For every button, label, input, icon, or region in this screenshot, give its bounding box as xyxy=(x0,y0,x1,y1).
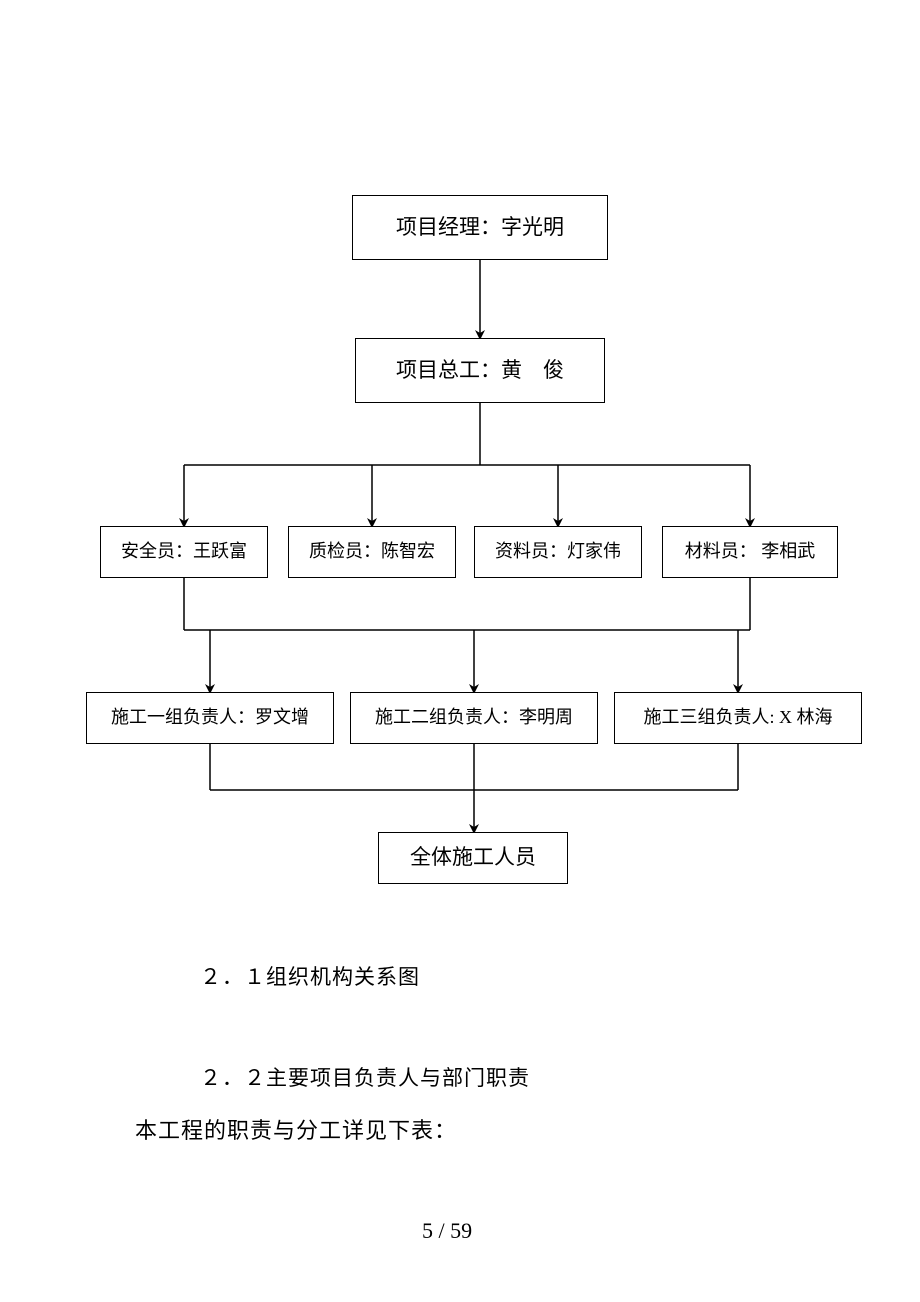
node-safety-officer: 安全员：王跃富 xyxy=(100,526,268,578)
page-number: 5 / 59 xyxy=(422,1218,472,1244)
node-label: 材料员： 李相武 xyxy=(685,540,816,563)
node-label: 质检员：陈智宏 xyxy=(309,540,435,563)
org-chart: 项目经理：字光明 项目总工：黄 俊 安全员：王跃富 质检员：陈智宏 资料员：灯家… xyxy=(0,0,920,1302)
node-label: 施工三组负责人: X 林海 xyxy=(644,706,833,729)
node-label: 安全员：王跃富 xyxy=(121,540,247,563)
node-material-officer: 材料员： 李相武 xyxy=(662,526,838,578)
node-team2-lead: 施工二组负责人：李明周 xyxy=(350,692,598,744)
node-doc-officer: 资料员：灯家伟 xyxy=(474,526,642,578)
node-label: 施工二组负责人：李明周 xyxy=(375,706,573,729)
node-label: 资料员：灯家伟 xyxy=(495,540,621,563)
node-all-workers: 全体施工人员 xyxy=(378,832,568,884)
node-label: 项目总工：黄 俊 xyxy=(396,357,564,384)
caption-2-1: ２．１组织机构关系图 xyxy=(200,961,420,991)
node-team1-lead: 施工一组负责人：罗文增 xyxy=(86,692,334,744)
node-team3-lead: 施工三组负责人: X 林海 xyxy=(614,692,862,744)
node-label: 全体施工人员 xyxy=(410,844,536,871)
node-label: 施工一组负责人：罗文增 xyxy=(111,706,309,729)
node-project-manager: 项目经理：字光明 xyxy=(352,195,608,260)
node-chief-engineer: 项目总工：黄 俊 xyxy=(355,338,605,403)
node-qc-officer: 质检员：陈智宏 xyxy=(288,526,456,578)
caption-2-2: ２．２主要项目负责人与部门职责 xyxy=(200,1062,530,1092)
node-label: 项目经理：字光明 xyxy=(396,214,564,241)
body-line-1: 本工程的职责与分工详见下表： xyxy=(135,1113,457,1145)
